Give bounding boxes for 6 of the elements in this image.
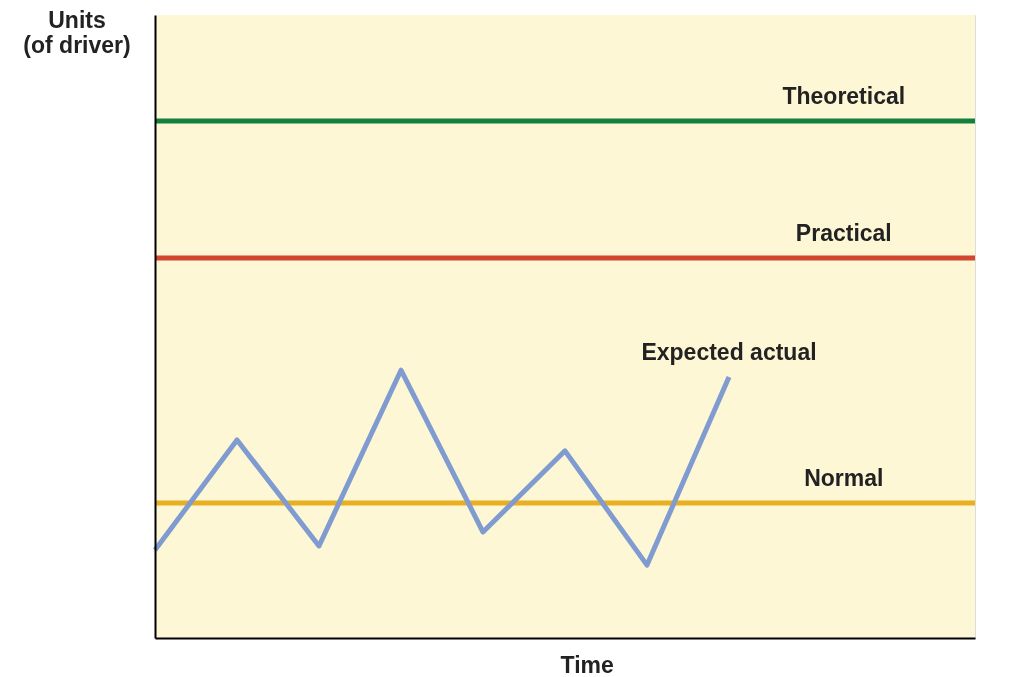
y-axis-title: Units (of driver) [23,7,131,58]
series-label: Theoretical [782,82,906,109]
series-label: Normal [804,465,884,492]
series-label: Practical [795,220,892,246]
series-label: Expected actual [641,338,817,365]
x-axis-title: Time [560,652,614,677]
